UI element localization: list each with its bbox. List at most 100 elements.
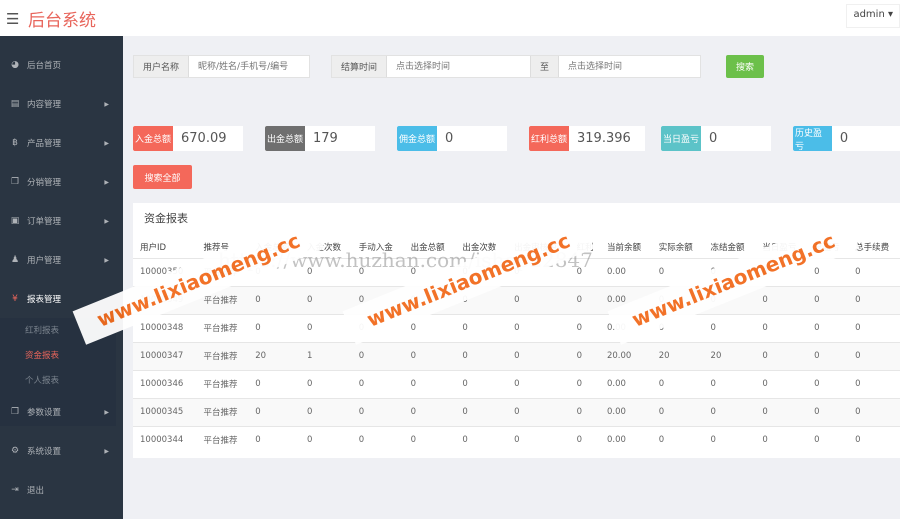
table-cell: 0	[403, 397, 456, 426]
table-cell: 0	[351, 341, 404, 370]
sidebar-item-bitcoin[interactable]: ฿ 产品管理 ▶	[0, 133, 123, 153]
sidebar-item-file[interactable]: ▣ 订单管理 ▶	[0, 211, 123, 231]
bitcoin-icon: ฿	[12, 138, 18, 148]
table-cell: 0	[807, 369, 849, 398]
stat-label: 佣金总额	[397, 126, 438, 151]
column-header: 出金次数	[462, 243, 497, 254]
table-cell: 0	[807, 257, 849, 286]
top-header: ☰ 后台系统 admin ▾	[0, 0, 900, 36]
sidebar-item-sign-out[interactable]: ⇥ 退出	[0, 480, 123, 500]
stat-label: 出金总额	[265, 126, 306, 151]
stat-value: 179	[313, 131, 338, 146]
table-cell: 0	[455, 425, 508, 454]
table-cell: 0	[248, 313, 301, 342]
stat-value: 0	[839, 131, 849, 146]
caret-right-icon: ▶	[104, 178, 109, 186]
table-cell: 平台推荐	[196, 341, 249, 370]
table-cell: 0	[569, 285, 600, 314]
column-header: 冻结金额	[710, 243, 745, 254]
table-cell: 0	[403, 313, 456, 342]
table-cell: 0	[569, 341, 600, 370]
table-cell: 0.00	[599, 313, 652, 342]
table-cell: 0	[651, 397, 704, 426]
table-cell: 0	[300, 369, 352, 398]
table-cell: 0	[569, 257, 600, 286]
table-cell: 0	[848, 397, 900, 426]
stat-box: 红利总额 319.396	[529, 126, 646, 151]
start-time-input[interactable]	[387, 56, 531, 77]
table-cell: 0.00	[599, 285, 652, 314]
table-cell: 0	[755, 257, 808, 286]
table-cell: 0	[300, 397, 352, 426]
submenu-item[interactable]: 个人报表	[25, 376, 60, 386]
table-row: 10000350 平台推荐 0 0 0 0 0 0 0 0.00 0 0 0 0 0	[133, 257, 900, 286]
table-cell: 0	[569, 369, 600, 398]
table-row: 10000347 平台推荐 20 1 0 0 0 0 0 20.00 20 20 0 0 0	[133, 341, 900, 370]
to-label: 至	[530, 56, 560, 77]
table-cell: 0	[807, 285, 849, 314]
column-header: 红利	[576, 243, 594, 254]
table-cell: 0	[569, 397, 600, 426]
table-cell: 0	[848, 285, 900, 314]
table-row: 10000348 平台推荐 0 0 0 0 0 0 0 0.00 0 0 0 0 0	[133, 313, 900, 342]
submenu-item[interactable]: 红利报表	[25, 326, 60, 336]
column-header: 推荐号	[203, 243, 229, 254]
table-cell: 0	[351, 425, 404, 454]
table-cell: 0	[755, 397, 808, 426]
sidebar-item-user[interactable]: ♟ 用户管理 ▶	[0, 250, 123, 270]
column-header: 手动入金	[358, 243, 393, 254]
submenu-item[interactable]: 资金报表	[25, 351, 60, 361]
stat-value: 0	[445, 131, 454, 146]
stat-label: 入金总额	[133, 126, 174, 151]
table-cell: 0	[351, 257, 404, 286]
table-cell: 0	[703, 313, 756, 342]
table-cell: 0	[651, 313, 704, 342]
sidebar-item-label: 内容管理	[27, 100, 62, 110]
table-cell: 0	[807, 425, 849, 454]
book-icon: ▤	[10, 99, 20, 109]
table-cell: 0	[848, 369, 900, 398]
search-all-button[interactable]: 搜索全部	[133, 165, 192, 189]
sidebar-item-dashboard[interactable]: ◕ 后台首页	[0, 55, 123, 75]
user-menu[interactable]: admin ▾	[846, 4, 900, 28]
table-cell: 平台推荐	[196, 425, 249, 454]
table-cell: 0	[703, 369, 756, 398]
table-cell: 平台推荐	[196, 313, 249, 342]
caret-right-icon: ▶	[104, 100, 109, 108]
hamburger-menu-icon[interactable]: ☰	[6, 10, 20, 28]
time-search-group: 结算时间 至	[331, 55, 701, 78]
caret-right-icon: ▶	[104, 139, 109, 147]
caret-right-icon: ▶	[104, 256, 109, 264]
sidebar-item-label: 分销管理	[27, 178, 62, 188]
caret-right-icon: ▶	[104, 408, 109, 416]
caret-right-icon: ▶	[104, 217, 109, 225]
table-cell: 平台推荐	[196, 257, 249, 286]
table-cell: 0	[403, 425, 456, 454]
sidebar-item-yen[interactable]: ¥ 报表管理	[0, 289, 123, 309]
table-cell: 0	[651, 369, 704, 398]
table-cell: 0	[248, 369, 301, 398]
sidebar-item-copy[interactable]: ❐ 参数设置 ▶	[0, 402, 123, 422]
search-button[interactable]: 搜索	[726, 55, 764, 78]
sidebar-item-label: 退出	[27, 486, 45, 496]
fund-report-panel: 资金报表 用户ID 推荐号 入金总额 入金次数 手动入金 出金总额 出金次数 出金审核中 红利 当…	[133, 203, 900, 458]
sidebar: ◕ 后台首页 ▤ 内容管理 ▶ ฿ 产品管理 ▶ ❐ 分销管理 ▶ ▣ 订单管理 ▶ ♟ 用户管理 ▶ ¥ 报表管理…	[0, 36, 123, 519]
end-time-input[interactable]	[559, 56, 700, 77]
table-cell: 20	[651, 341, 704, 370]
username-input[interactable]	[189, 56, 305, 77]
sidebar-item-book[interactable]: ▤ 内容管理 ▶	[0, 94, 123, 114]
table-cell: 0.00	[599, 369, 652, 398]
sidebar-item-label: 用户管理	[27, 256, 62, 266]
sidebar-item-label: 产品管理	[27, 139, 62, 149]
time-label: 结算时间	[332, 56, 388, 77]
column-header: 入金次数	[307, 243, 342, 254]
stat-box: 当日盈亏 0	[661, 126, 772, 151]
sidebar-item-gears[interactable]: ⚙ 系统设置 ▶	[0, 441, 123, 461]
table-cell: 0	[248, 397, 301, 426]
table-cell: 0	[507, 369, 570, 398]
table-cell: 0	[807, 397, 849, 426]
table-cell: 0	[703, 425, 756, 454]
table-cell: 10000348	[133, 313, 197, 342]
file-icon: ▣	[10, 216, 20, 226]
sidebar-item-copy[interactable]: ❐ 分销管理 ▶	[0, 172, 123, 192]
